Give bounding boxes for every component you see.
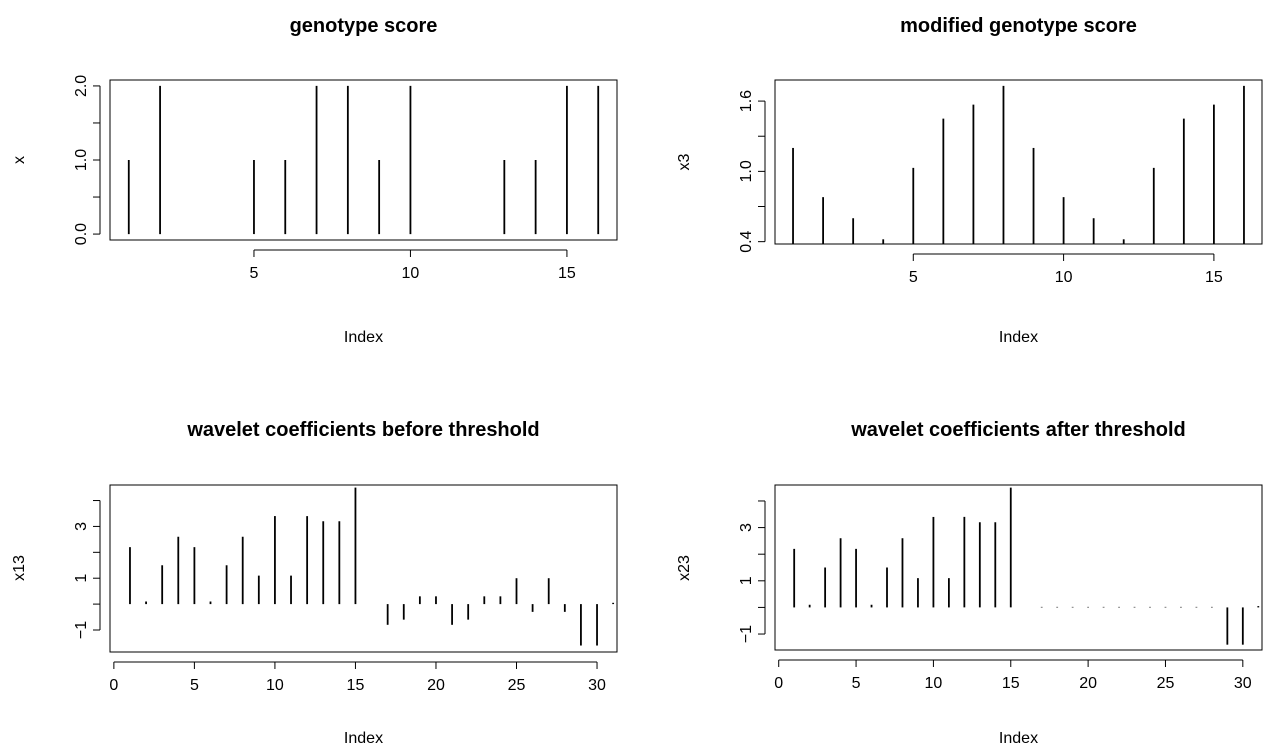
x-tick-label: 15 [347, 677, 365, 694]
x-axis-label: Index [999, 730, 1038, 747]
x-axis: 5 10 15 [250, 249, 576, 282]
x-tick-label: 5 [852, 675, 861, 692]
y-tick-label: 0.0 [73, 223, 90, 245]
panel-genotype-score: genotype score 5 10 15 0.0 1.0 2.0 Index x [11, 15, 618, 346]
y-axis: −1 1 3 [73, 500, 101, 639]
y-tick-label: 1.0 [738, 160, 755, 182]
plot-frame [109, 484, 618, 653]
x-tick-label: 20 [1079, 675, 1097, 692]
y-tick-label: −1 [738, 625, 755, 643]
y-tick-label: −1 [73, 621, 90, 639]
x-tick-label: 30 [588, 677, 606, 694]
x-tick-label: 5 [190, 677, 199, 694]
bar-marks [127, 85, 600, 235]
x-tick-label: 10 [402, 265, 420, 282]
x-tick-label: 20 [427, 677, 445, 694]
plot-frame [109, 79, 618, 241]
y-tick-label: 1.0 [73, 149, 90, 171]
bar-marks [793, 487, 1260, 645]
x-tick-label: 5 [909, 269, 918, 286]
x-tick-label: 15 [1002, 675, 1020, 692]
x-tick-label: 5 [250, 265, 259, 282]
y-tick-label: 3 [73, 522, 90, 531]
x-axis: 0 5 10 15 20 25 30 [774, 659, 1252, 692]
x-axis: 5 10 15 [909, 253, 1223, 286]
x-tick-label: 30 [1234, 675, 1252, 692]
bar-marks [129, 487, 615, 646]
x-tick-label: 0 [109, 677, 118, 694]
x-tick-label: 0 [774, 675, 783, 692]
y-tick-label: 3 [738, 523, 755, 532]
chart-title: genotype score [290, 15, 438, 37]
y-axis: 0.4 1.0 1.6 [738, 90, 766, 253]
plot-frame [774, 79, 1263, 245]
chart-title: modified genotype score [900, 15, 1137, 37]
y-tick-label: 1.6 [738, 90, 755, 112]
x-tick-label: 15 [558, 265, 576, 282]
x-axis-label: Index [344, 730, 383, 747]
y-axis: 0.0 1.0 2.0 [73, 75, 101, 245]
y-axis-label: x13 [11, 555, 28, 581]
panel-modified-genotype-score: modified genotype score 5 10 15 0.41.01.6 … [676, 15, 1263, 346]
x-tick-label: 15 [1205, 269, 1223, 286]
chart-title: wavelet coefficients after threshold [850, 419, 1186, 441]
bar-marks [792, 85, 1245, 244]
chart-title: wavelet coefficients before threshold [186, 419, 539, 441]
y-tick-label: 1 [738, 576, 755, 585]
panel-wavelet-before-threshold: wavelet coefficients before threshold 0 5… [11, 419, 618, 747]
x-axis: 0 5 10 15 20 25 30 [109, 661, 606, 694]
y-tick-label: 0.4 [738, 230, 755, 252]
y-axis-label: x3 [676, 153, 693, 170]
x-tick-label: 25 [1157, 675, 1175, 692]
y-tick-label: 2.0 [73, 75, 90, 97]
y-axis: −1 1 3 [738, 500, 766, 643]
panel-wavelet-after-threshold: wavelet coefficients after threshold 0 5 1… [676, 419, 1263, 747]
x-tick-label: 25 [508, 677, 526, 694]
y-axis-label: x23 [676, 555, 693, 581]
x-tick-label: 10 [1055, 269, 1073, 286]
x-axis-label: Index [999, 329, 1038, 346]
x-axis-label: Index [344, 329, 383, 346]
y-tick-label: 1 [73, 574, 90, 583]
plot-frame [774, 484, 1263, 651]
y-axis-label: x [11, 156, 28, 164]
x-tick-label: 10 [266, 677, 284, 694]
x-tick-label: 10 [925, 675, 943, 692]
